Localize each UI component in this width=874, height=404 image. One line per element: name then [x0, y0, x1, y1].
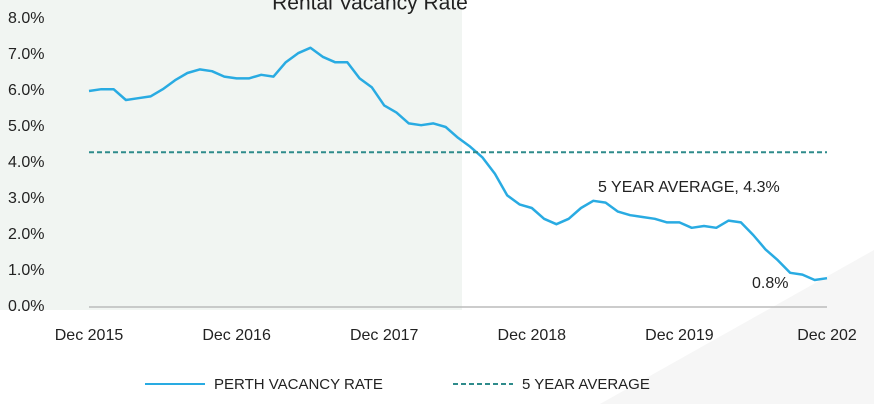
y-tick-label: 7.0%	[8, 46, 44, 63]
x-tick-label: Dec 202	[797, 327, 857, 344]
y-tick-label: 3.0%	[8, 190, 44, 207]
x-tick-label: Dec 2018	[498, 327, 567, 344]
x-tick-label: Dec 2017	[350, 327, 419, 344]
y-tick-label: 4.0%	[8, 154, 44, 171]
x-tick-label: Dec 2015	[55, 327, 124, 344]
y-tick-label: 5.0%	[8, 118, 44, 135]
legend-label: PERTH VACANCY RATE	[214, 376, 383, 393]
x-tick-label: Dec 2016	[202, 327, 271, 344]
background-shape	[600, 250, 874, 404]
y-tick-label: 2.0%	[8, 226, 44, 243]
chart-title: Rental Vacancy Rate	[272, 0, 468, 15]
shaded-region	[0, 0, 462, 310]
series-line	[88, 46, 828, 282]
legend-label: 5 YEAR AVERAGE	[522, 376, 650, 393]
annotation: 0.8%	[752, 275, 788, 292]
annotation: 5 YEAR AVERAGE, 4.3%	[598, 179, 780, 196]
x-tick-label: Dec 2019	[645, 327, 714, 344]
y-tick-label: 1.0%	[8, 262, 44, 279]
y-tick-label: 6.0%	[8, 82, 44, 99]
y-tick-label: 0.0%	[8, 298, 44, 315]
y-tick-label: 8.0%	[8, 10, 44, 27]
